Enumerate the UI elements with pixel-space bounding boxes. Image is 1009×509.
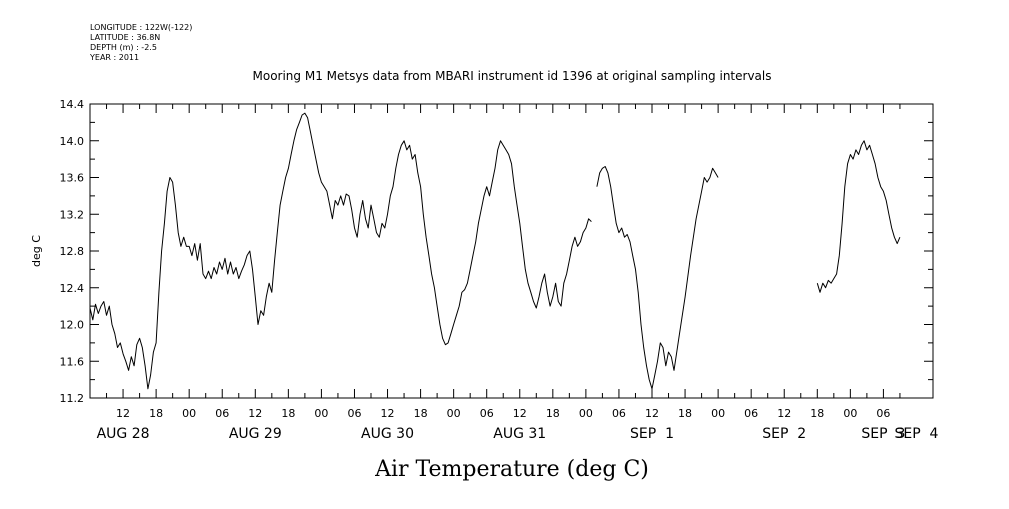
x-tick-label: 06	[744, 407, 758, 420]
y-tick-label: 11.2	[60, 392, 85, 405]
series-line-segment	[89, 112, 592, 390]
x-tick-label: 12	[381, 407, 395, 420]
chart-title: Mooring M1 Metsys data from MBARI instru…	[253, 69, 772, 83]
x-tick-label: 18	[414, 407, 428, 420]
x-tick-label: 00	[182, 407, 196, 420]
latitude-label: LATITUDE : 36.8N	[90, 33, 160, 42]
x-tick-label: 12	[116, 407, 130, 420]
y-tick-label: 13.2	[60, 208, 85, 221]
year-label: YEAR : 2011	[89, 53, 139, 62]
x-tick-label: 12	[513, 407, 527, 420]
y-tick-label: 14.4	[60, 98, 85, 111]
series-layer	[89, 112, 901, 390]
x-day-label: SEP 1	[630, 426, 674, 442]
x-day-label: AUG 31	[493, 426, 546, 442]
y-tick-label: 11.6	[60, 355, 85, 368]
x-tick-label: 12	[248, 407, 262, 420]
depth-label: DEPTH (m) : -2.5	[90, 43, 157, 52]
y-tick-label: 12.8	[60, 245, 85, 258]
x-day-label: SEP 4	[894, 426, 938, 442]
x-tick-label: 06	[876, 407, 890, 420]
x-axis-label: Air Temperature (deg C)	[374, 457, 649, 482]
series-line-segment	[816, 140, 901, 293]
x-day-label: SEP 3	[861, 426, 905, 442]
x-tick-label: 12	[777, 407, 791, 420]
y-tick-label: 13.6	[60, 172, 85, 185]
series-line-segment	[596, 166, 719, 390]
x-tick-label: 18	[546, 407, 560, 420]
ticks-layer: 11.2 11.6 12.0 12.4 12.8 13.2 13.6 14.0 14.4 12 18…	[60, 98, 939, 442]
x-tick-label: 06	[215, 407, 229, 420]
x-day-label: AUG 29	[229, 426, 282, 442]
x-tick-label: 00	[711, 407, 725, 420]
x-tick-label: 00	[579, 407, 593, 420]
y-tick-label: 12.4	[60, 282, 85, 295]
x-tick-label: 18	[810, 407, 824, 420]
y-axis-label: deg C	[30, 235, 43, 267]
x-tick-label: 18	[678, 407, 692, 420]
x-tick-label: 06	[347, 407, 361, 420]
y-tick-label: 14.0	[60, 135, 85, 148]
y-tick-label: 12.0	[60, 319, 85, 332]
x-tick-label: 00	[843, 407, 857, 420]
x-tick-label: 06	[480, 407, 494, 420]
plot-frame	[89, 103, 934, 399]
x-tick-label: 00	[447, 407, 461, 420]
x-tick-label: 12	[645, 407, 659, 420]
x-day-label: SEP 2	[762, 426, 806, 442]
x-day-label: AUG 30	[361, 426, 414, 442]
x-tick-label: 18	[281, 407, 295, 420]
longitude-label: LONGITUDE : 122W(-122)	[90, 23, 192, 32]
x-tick-label: 00	[314, 407, 328, 420]
x-tick-label: 18	[149, 407, 163, 420]
x-tick-label: 06	[612, 407, 626, 420]
x-day-label: AUG 28	[97, 426, 150, 442]
